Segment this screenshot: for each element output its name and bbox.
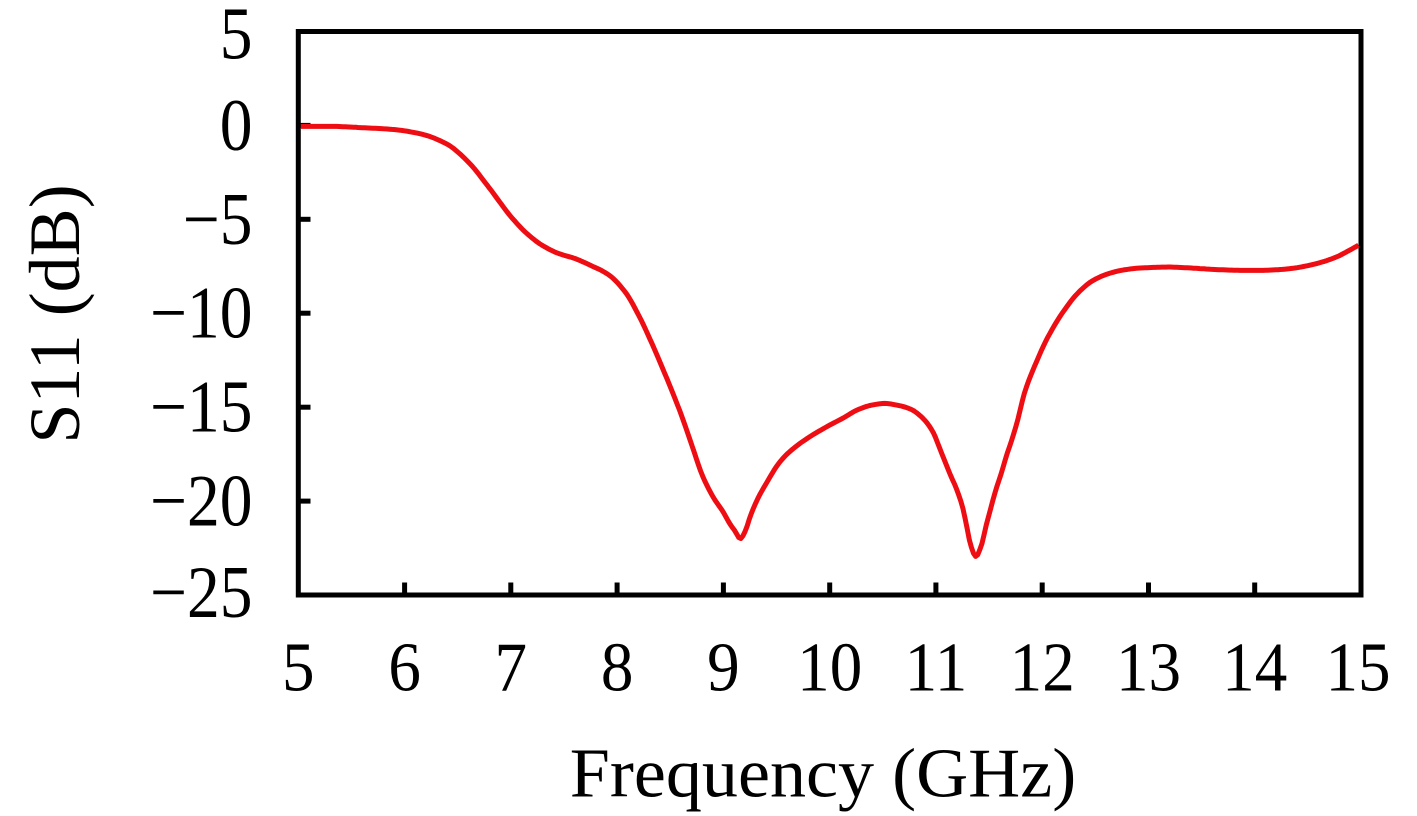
svg-text:0: 0 [220, 85, 253, 167]
svg-text:8: 8 [601, 628, 634, 706]
svg-text:10: 10 [797, 628, 862, 706]
svg-text:−5: −5 [183, 179, 253, 261]
svg-text:11: 11 [905, 628, 968, 706]
svg-text:5: 5 [282, 628, 315, 706]
svg-text:7: 7 [495, 628, 528, 706]
svg-text:Frequency (GHz): Frequency (GHz) [570, 735, 1076, 812]
svg-text:13: 13 [1116, 628, 1181, 706]
svg-text:−25: −25 [150, 552, 252, 634]
svg-text:−10: −10 [150, 273, 252, 355]
svg-text:S11 (dB): S11 (dB) [15, 184, 95, 443]
svg-text:5: 5 [220, 0, 253, 75]
svg-text:6: 6 [388, 628, 421, 706]
svg-text:14: 14 [1222, 628, 1287, 706]
svg-text:15: 15 [1325, 628, 1390, 706]
svg-text:−20: −20 [150, 461, 252, 543]
svg-text:9: 9 [707, 628, 740, 706]
svg-text:−15: −15 [150, 367, 252, 449]
svg-text:12: 12 [1010, 628, 1075, 706]
